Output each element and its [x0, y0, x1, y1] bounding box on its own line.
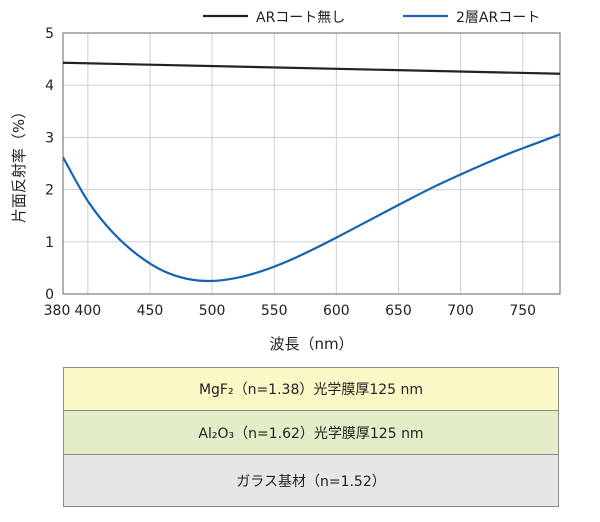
- legend-label-2: 2層ARコート: [456, 10, 540, 26]
- x-axis-title: 波長（nm）: [269, 335, 353, 353]
- layer-mgf2: MgF₂（n=1.38）光学膜厚125 nm: [63, 367, 559, 411]
- grid: [63, 33, 560, 294]
- x-tick-label: 380: [44, 303, 71, 319]
- x-tick-label: 700: [447, 303, 474, 319]
- y-tick-label: 1: [45, 235, 54, 251]
- series-group: [63, 61, 560, 283]
- series-line-2: [63, 133, 560, 283]
- y-tick-label: 2: [45, 183, 54, 199]
- y-tick-label: 5: [45, 26, 54, 42]
- y-axis-title: 片面反射率（%）: [10, 104, 28, 223]
- x-tick-label: 600: [323, 303, 350, 319]
- x-tick-label: 550: [261, 303, 288, 319]
- layer-stack: MgF₂（n=1.38）光学膜厚125 nm Al₂O₃（n=1.62）光学膜厚…: [63, 367, 559, 507]
- series-line-1: [63, 61, 560, 75]
- layer-al2o3: Al₂O₃（n=1.62）光学膜厚125 nm: [63, 411, 559, 455]
- y-tick-label: 3: [45, 130, 54, 146]
- legend: ARコート無し 2層ARコート: [203, 10, 540, 26]
- x-tick-label: 450: [137, 303, 164, 319]
- x-tick-label: 650: [385, 303, 412, 319]
- plot-frame: [62, 32, 561, 295]
- x-tick-label: 500: [199, 303, 226, 319]
- x-tick-label: 400: [74, 303, 101, 319]
- x-tick-label: 750: [509, 303, 536, 319]
- reflectance-chart: 380 400 450 500 550 600 650 700 750 0 1 2 3 4 5 ARコート…: [10, 10, 561, 353]
- y-tick-label: 0: [45, 287, 54, 303]
- y-tick-label: 4: [45, 78, 54, 94]
- y-tick-labels: 0 1 2 3 4 5: [45, 26, 54, 303]
- x-tick-labels: 380 400 450 500 550 600 650 700 750: [44, 303, 536, 319]
- layer-glass-substrate: ガラス基材（n=1.52）: [63, 455, 559, 507]
- legend-label-1: ARコート無し: [256, 10, 345, 26]
